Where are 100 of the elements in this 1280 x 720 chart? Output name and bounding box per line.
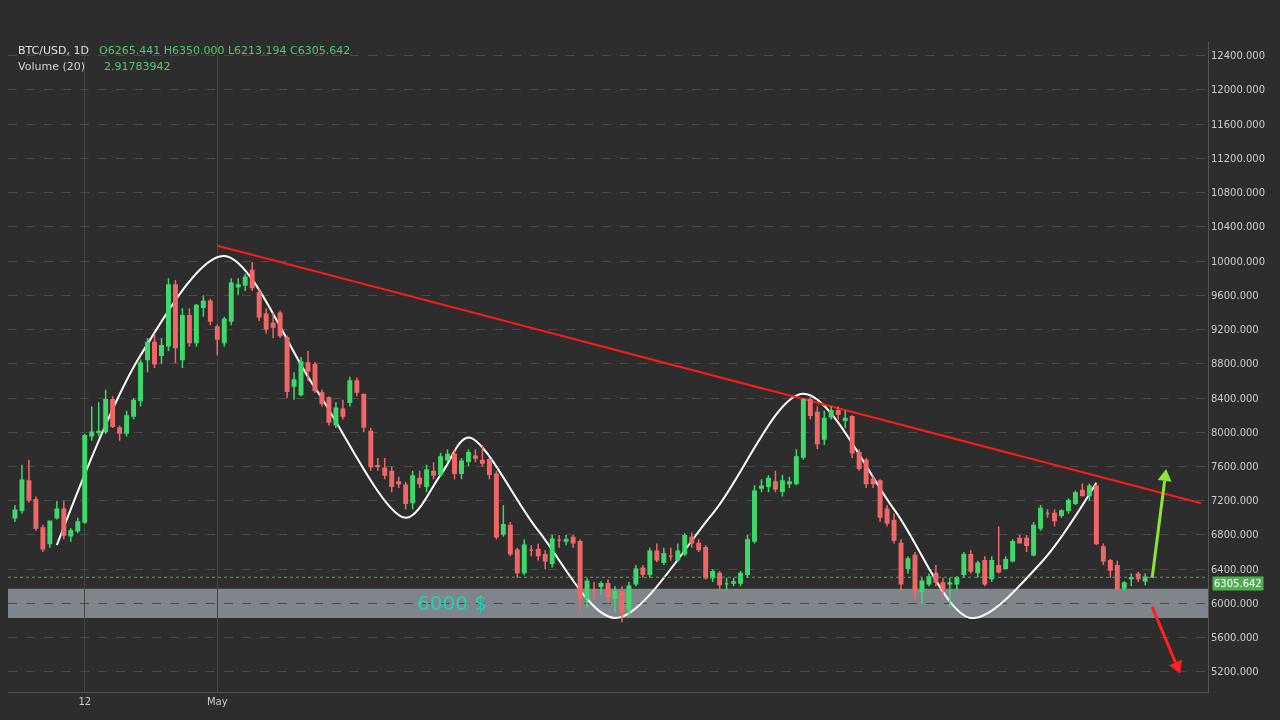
- candlestick: [514, 547, 520, 579]
- y-tick-label: 7600.000: [1211, 460, 1259, 472]
- candlestick: [172, 279, 178, 364]
- candlestick: [452, 448, 457, 481]
- candlestick: [717, 570, 723, 592]
- candlestick: [1121, 580, 1127, 592]
- candlestick: [640, 564, 646, 579]
- y-tick-label: 5200.000: [1211, 666, 1259, 678]
- candlestick: [919, 577, 925, 605]
- candlestick: [263, 307, 269, 335]
- candlestick: [1114, 559, 1120, 592]
- candlestick: [549, 534, 555, 569]
- candlestick: [626, 581, 632, 618]
- candlestick: [891, 512, 897, 545]
- candlestick: [459, 457, 464, 481]
- candlestick: [584, 577, 590, 609]
- y-tick-label: 9200.000: [1211, 324, 1259, 336]
- candlestick: [235, 277, 241, 297]
- candlestick: [835, 405, 841, 421]
- candlestick: [779, 474, 785, 498]
- y-tick-label: 12000.000: [1211, 84, 1266, 96]
- candlestick: [731, 577, 737, 588]
- candlestick: [466, 448, 471, 468]
- candlestick: [682, 532, 688, 558]
- candlestick: [521, 538, 527, 576]
- y-tick-label: 11200.000: [1211, 152, 1266, 164]
- chart-title: BTC/USD, 1D: [18, 44, 89, 57]
- candlestick: [1100, 542, 1106, 566]
- candlestick: [668, 547, 674, 562]
- candlestick: [319, 388, 325, 408]
- y-tick-label: 6000.000: [1211, 597, 1259, 609]
- candlestick: [556, 534, 562, 549]
- candlestick: [535, 542, 541, 562]
- candlestick: [752, 484, 757, 545]
- candlestick: [207, 298, 213, 327]
- candlestick: [542, 549, 548, 570]
- y-tick-label: 10000.000: [1211, 255, 1266, 267]
- y-tick-label: 12400.000: [1211, 50, 1266, 62]
- ref-line-label: 6305.642: [1214, 578, 1262, 589]
- candlestick: [528, 544, 534, 558]
- candlestick: [110, 395, 116, 429]
- candlestick: [431, 461, 437, 481]
- candlestick: [438, 452, 444, 478]
- candlestick: [654, 542, 660, 564]
- candlestick: [996, 525, 1002, 575]
- candlestick: [933, 564, 939, 588]
- candlestick: [968, 549, 974, 575]
- candlestick: [228, 277, 234, 327]
- candlestick: [270, 311, 276, 339]
- candlestick: [821, 410, 827, 446]
- candlestick: [410, 470, 416, 511]
- candlestick: [570, 534, 576, 549]
- annotation: O6265.441 H6350.000 L6213.194 C6305.642: [99, 44, 351, 57]
- candlestick: [389, 465, 395, 493]
- candlestick: [117, 424, 123, 442]
- candlestick: [1024, 534, 1030, 553]
- candlestick: [493, 470, 499, 540]
- candlestick: [61, 499, 67, 540]
- y-tick-label: 7200.000: [1211, 495, 1259, 507]
- candlestick: [445, 448, 450, 463]
- candlestick: [249, 261, 255, 292]
- candlestick: [75, 517, 81, 534]
- candlestick: [800, 397, 806, 461]
- candlestick: [507, 521, 513, 558]
- candlestick: [500, 504, 506, 538]
- candlestick: [424, 464, 430, 493]
- candlestick: [242, 273, 248, 292]
- candlestick: [759, 478, 764, 493]
- candlestick: [989, 555, 995, 583]
- candlestick: [284, 334, 290, 399]
- annotation: Volume (20): [18, 60, 85, 73]
- candlestick: [724, 577, 730, 592]
- candlestick: [396, 476, 402, 489]
- candlestick: [577, 538, 583, 613]
- candlestick: [675, 542, 681, 564]
- candlestick: [1086, 482, 1092, 502]
- candlestick: [961, 551, 967, 579]
- candlestick: [605, 578, 611, 605]
- candlestick: [905, 555, 911, 575]
- candlestick: [1059, 508, 1064, 519]
- candlestick: [96, 401, 102, 438]
- candlestick: [131, 397, 137, 421]
- candlestick: [89, 405, 95, 442]
- candlestick: [54, 499, 60, 521]
- candlestick: [291, 371, 297, 401]
- candlestick: [982, 555, 988, 588]
- y-tick-label: 8800.000: [1211, 358, 1259, 370]
- candlestick: [1031, 521, 1037, 558]
- candlestick: [1072, 489, 1078, 506]
- candlestick: [1093, 482, 1099, 546]
- candlestick: [354, 376, 360, 398]
- candlestick: [793, 448, 799, 487]
- y-tick-label: 5600.000: [1211, 632, 1259, 644]
- candlestick: [214, 323, 220, 356]
- candlestick: [375, 457, 381, 472]
- candlestick: [1045, 508, 1050, 519]
- candlestick: [486, 457, 492, 481]
- candlestick: [305, 350, 311, 382]
- candlestick: [277, 309, 283, 339]
- candlestick: [877, 478, 883, 523]
